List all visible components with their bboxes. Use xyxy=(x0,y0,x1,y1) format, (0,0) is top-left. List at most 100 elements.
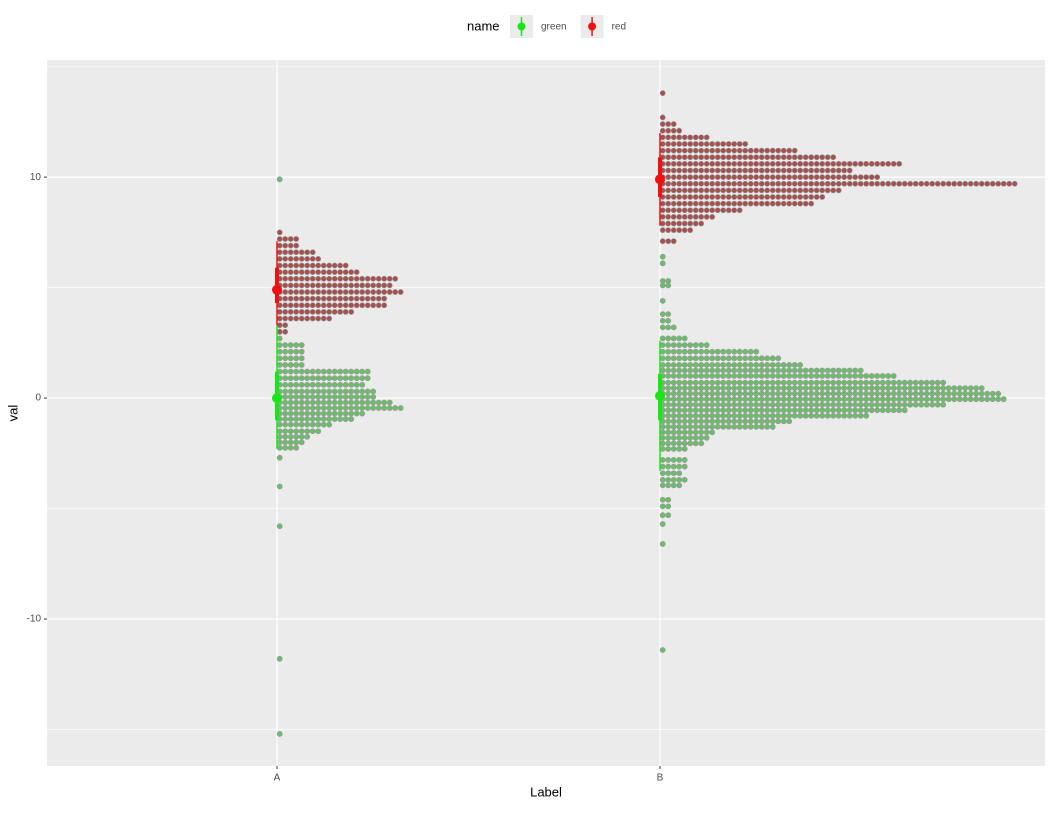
dot xyxy=(874,390,881,397)
dot xyxy=(681,220,688,227)
dot xyxy=(879,160,886,167)
dot xyxy=(282,249,289,256)
dot xyxy=(665,401,672,408)
dot xyxy=(769,194,776,200)
dot xyxy=(670,167,677,174)
dot xyxy=(298,249,305,256)
dot xyxy=(923,396,930,403)
dot xyxy=(753,160,760,167)
mean-point xyxy=(272,393,282,404)
dot xyxy=(802,174,809,181)
dot xyxy=(753,348,760,355)
dot xyxy=(304,368,311,375)
dot xyxy=(670,348,677,355)
dot xyxy=(901,180,908,187)
dot xyxy=(293,428,300,435)
dot xyxy=(731,396,738,403)
dot xyxy=(731,390,738,397)
dot xyxy=(731,362,738,368)
dot xyxy=(747,396,754,403)
dot xyxy=(764,412,771,419)
dot xyxy=(665,194,672,200)
dot xyxy=(830,385,837,392)
dot xyxy=(364,295,371,302)
dot xyxy=(364,275,371,282)
dot xyxy=(714,390,721,397)
dot xyxy=(714,180,721,187)
dot xyxy=(984,396,991,403)
dot xyxy=(709,160,716,167)
dot xyxy=(276,421,283,428)
dot xyxy=(775,407,782,414)
dot xyxy=(681,390,688,397)
dot xyxy=(874,379,881,386)
dot xyxy=(885,396,892,403)
dot xyxy=(857,373,864,379)
dot xyxy=(681,457,688,463)
dot xyxy=(359,368,366,375)
dot xyxy=(276,302,283,309)
dot xyxy=(670,220,677,227)
dot xyxy=(830,367,837,374)
dot xyxy=(315,368,322,375)
dot xyxy=(687,147,694,154)
dot xyxy=(841,401,848,408)
dot xyxy=(381,399,388,406)
dot xyxy=(287,416,294,422)
dot xyxy=(670,446,677,452)
dot xyxy=(659,503,666,510)
dot xyxy=(786,385,793,392)
dot xyxy=(353,282,360,289)
dot xyxy=(742,367,749,374)
dot xyxy=(670,390,677,397)
dot xyxy=(802,167,809,174)
dot xyxy=(780,180,787,187)
dot xyxy=(665,174,672,181)
dot xyxy=(720,407,727,414)
x-tick-label: B xyxy=(657,773,664,784)
dot xyxy=(298,439,305,446)
dot xyxy=(780,194,787,200)
dot xyxy=(819,154,826,161)
dot xyxy=(753,187,760,194)
dot xyxy=(687,396,694,403)
dot xyxy=(725,418,732,425)
dot xyxy=(736,362,743,368)
dot xyxy=(304,309,311,315)
dot xyxy=(353,269,360,276)
dot xyxy=(731,147,738,154)
dot xyxy=(747,154,754,161)
dot xyxy=(753,362,760,368)
dot xyxy=(331,309,338,315)
dot xyxy=(896,407,903,414)
dot xyxy=(386,405,393,411)
dot xyxy=(670,174,677,181)
dot xyxy=(276,322,283,329)
dot xyxy=(731,418,738,425)
dot xyxy=(841,373,848,379)
dot xyxy=(731,348,738,355)
dot xyxy=(879,379,886,386)
dot xyxy=(698,134,705,141)
dot xyxy=(337,368,344,375)
dot xyxy=(293,269,300,276)
dot xyxy=(375,302,382,309)
dot xyxy=(720,379,727,386)
dot xyxy=(857,407,864,414)
dot xyxy=(681,407,688,414)
dot xyxy=(753,401,760,408)
dot xyxy=(370,275,377,282)
dot xyxy=(786,147,793,154)
dot xyxy=(813,396,820,403)
dot xyxy=(304,410,311,417)
dot xyxy=(819,396,826,403)
dot xyxy=(786,362,793,368)
dot xyxy=(665,446,672,452)
dot xyxy=(764,147,771,154)
dot xyxy=(989,396,996,403)
dot xyxy=(714,423,721,430)
dot xyxy=(298,262,305,269)
dot xyxy=(764,200,771,207)
dot xyxy=(276,249,283,256)
dot xyxy=(287,362,294,368)
